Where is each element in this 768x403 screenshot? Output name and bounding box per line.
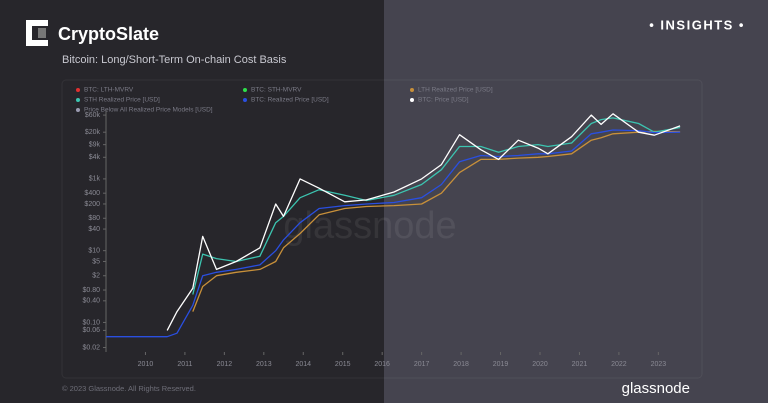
x-tick-label: 2020: [532, 361, 548, 368]
chart-frame: [61, 79, 703, 379]
brand: CryptoSlate: [58, 24, 159, 44]
footer-logo: glassnode: [622, 380, 690, 397]
y-tick-label: $0.80: [82, 287, 100, 294]
x-tick-label: 2012: [217, 361, 233, 368]
x-tick-label: 2016: [374, 361, 390, 368]
y-tick-label: $0.40: [82, 298, 100, 305]
y-tick-label: $4k: [89, 154, 101, 161]
y-tick-label: $0.02: [82, 344, 100, 351]
legend-swatch: [76, 88, 80, 92]
x-tick-label: 2022: [611, 361, 627, 368]
watermark: glassnode: [283, 205, 456, 247]
y-tick-label: $10: [88, 248, 100, 255]
y-tick-label: $1k: [89, 176, 101, 183]
y-tick-label: $400: [84, 190, 100, 197]
chart-title: Bitcoin: Long/Short-Term On-chain Cost B…: [62, 54, 287, 66]
series-line: [106, 129, 681, 338]
legend-swatch: [410, 98, 414, 102]
x-tick-label: 2023: [651, 361, 667, 368]
x-tick-label: 2013: [256, 361, 272, 368]
y-tick-label: $20k: [85, 129, 101, 136]
x-tick-label: 2017: [414, 361, 430, 368]
x-tick-label: 2019: [493, 361, 509, 368]
legend-label: BTC: Price [USD]: [418, 97, 469, 104]
y-tick-label: $5: [92, 258, 100, 265]
legend-label: BTC: LTH-MVRV: [84, 87, 134, 94]
badge: • INSIGHTS •: [649, 17, 745, 32]
background-right: [384, 0, 768, 403]
x-tick-label: 2015: [335, 361, 351, 368]
legend-swatch: [243, 88, 247, 92]
y-tick-label: $2: [92, 273, 100, 280]
x-tick-label: 2021: [572, 361, 588, 368]
series-line: [192, 130, 681, 312]
legend-swatch: [76, 98, 80, 102]
x-tick-label: 2014: [295, 361, 311, 368]
y-tick-label: $60k: [85, 112, 101, 119]
series-line: [166, 113, 681, 331]
legend-label: Price Below All Realized Price Models [U…: [84, 107, 213, 114]
x-tick-label: 2018: [453, 361, 469, 368]
legend-label: LTH Realized Price [USD]: [418, 87, 493, 94]
y-tick-label: $40: [88, 226, 100, 233]
legend-label: BTC: Realized Price [USD]: [251, 97, 329, 104]
copyright: © 2023 Glassnode. All Rights Reserved.: [62, 384, 196, 393]
y-tick-label: $200: [84, 201, 100, 208]
legend-label: BTC: STH-MVRV: [251, 87, 302, 94]
legend-swatch: [410, 88, 414, 92]
y-tick-label: $0.06: [82, 327, 100, 334]
y-tick-label: $0.10: [82, 319, 100, 326]
legend-swatch: [243, 98, 247, 102]
x-tick-label: 2011: [177, 361, 192, 368]
legend-swatch: [76, 108, 80, 112]
y-tick-label: $9k: [89, 141, 101, 148]
legend-label: STH Realized Price [USD]: [84, 97, 160, 104]
background-left: [0, 0, 384, 403]
y-tick-label: $80: [88, 215, 100, 222]
brand-icon: [26, 20, 48, 46]
x-tick-label: 2010: [138, 361, 154, 368]
